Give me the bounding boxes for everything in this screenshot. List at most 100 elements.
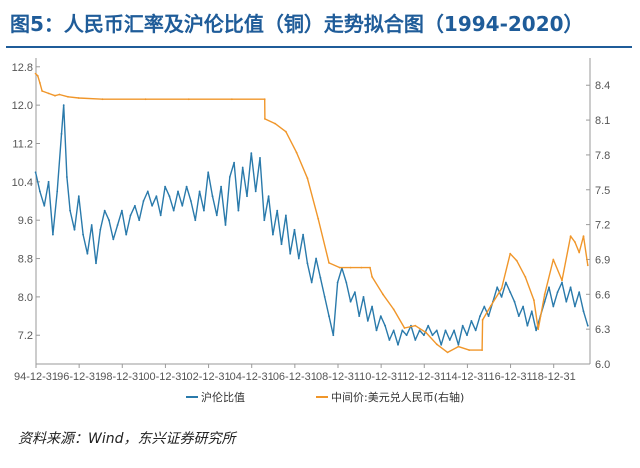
y-right-tick-label: 6.3	[595, 324, 610, 336]
x-tick-label: 04-12-31	[230, 371, 274, 383]
ratio-line-point	[34, 171, 37, 174]
ratio-line-point	[379, 315, 382, 317]
fx-rate-line-point	[578, 251, 581, 254]
fx-rate-line-point	[295, 151, 298, 154]
x-tick-label: 08-12-31	[316, 371, 360, 383]
ratio-line-point	[151, 204, 154, 207]
ratio-line-point	[461, 324, 464, 327]
fx-rate-line-point	[500, 287, 503, 290]
ratio-line-point	[181, 204, 184, 207]
fx-rate-line-point	[306, 177, 309, 180]
x-tick-label: 16-12-31	[489, 371, 533, 383]
ratio-line-point	[548, 286, 550, 289]
ratio-line-point	[250, 152, 253, 154]
fx-rate-line	[35, 73, 589, 354]
fx-rate-line-point	[41, 90, 43, 92]
ratio-line-point	[142, 200, 145, 202]
y-right-tick-label: 7.8	[595, 150, 610, 162]
ratio-line-point	[543, 300, 546, 303]
ratio-line-point	[246, 195, 248, 198]
line-chart: 12.8 12.0 11.2 10.4 9.6 8.8 8.0 7.2 8.4 8.1 7.8 7.5…	[12, 58, 610, 404]
ratio-line-point	[517, 315, 520, 317]
ratio-line-point	[328, 315, 330, 317]
ratio-line-point	[453, 329, 455, 332]
ratio-line-point	[509, 291, 512, 293]
ratio-line-point	[457, 343, 460, 346]
ratio-line-point	[215, 214, 218, 217]
fx-rate-line-point	[515, 259, 518, 262]
ratio-line-point	[267, 195, 270, 198]
ratio-line-point	[466, 334, 468, 337]
fx-rate-line-point	[274, 122, 276, 125]
y-right-tick-label: 8.4	[595, 80, 610, 92]
ratio-line-point	[112, 238, 115, 241]
ratio-line-point	[168, 195, 171, 198]
fx-rate-line-point	[264, 118, 266, 120]
ratio-line-point	[224, 224, 227, 226]
ratio-line-point	[487, 315, 490, 317]
series-fx	[34, 72, 589, 354]
fx-rate-line-point	[328, 262, 330, 264]
fx-rate-line-point	[537, 328, 540, 331]
ratio-line-point	[280, 243, 283, 246]
ratio-line-point	[194, 219, 197, 222]
fx-rate-line-point	[543, 293, 546, 296]
ratio-line-point	[138, 219, 141, 222]
ratio-line-point	[578, 291, 581, 293]
ratio-line-point	[185, 185, 188, 188]
ratio-line-point	[479, 315, 481, 317]
ratio-line-point	[276, 209, 279, 212]
ratio-line-point	[254, 190, 257, 193]
fx-rate-line-point	[317, 217, 320, 220]
ratio-line-point	[134, 204, 136, 207]
ratio-line-point	[47, 180, 50, 183]
fx-rate-line-point	[569, 235, 572, 238]
ratio-line-point	[349, 300, 352, 303]
fx-rate-line-point	[77, 97, 80, 99]
fx-rate-line-point	[425, 331, 427, 334]
ratio-line-point	[121, 209, 123, 212]
ratio-line-point	[427, 324, 430, 327]
ratio-line-point	[565, 300, 568, 303]
y-right-tick-label: 6.9	[595, 254, 610, 266]
ratio-line-point	[297, 257, 300, 260]
y-right-tick-label: 6.0	[595, 359, 610, 371]
ratio-line-point	[362, 296, 365, 298]
ratio-line-point	[62, 104, 65, 106]
fx-rate-line-point	[360, 266, 363, 269]
ratio-line-point	[125, 233, 128, 236]
ratio-line-point	[384, 324, 386, 327]
y-left-tick-label: 10.4	[12, 177, 33, 189]
ratio-line-point	[73, 228, 76, 231]
ratio-line-point	[108, 219, 110, 222]
ratio-line-point	[444, 329, 447, 332]
fx-rate-line-point	[369, 266, 371, 269]
fx-rate-line-point	[457, 345, 460, 348]
ratio-line-point	[77, 195, 80, 198]
ratio-line-point	[90, 224, 93, 226]
fx-rate-line-point	[47, 92, 50, 95]
fx-rate-line-point	[524, 276, 527, 278]
chart-title: 图5：人民币汇率及沪伦比值（铜）走势拟合图（1994-2020）	[10, 12, 584, 36]
fx-rate-line-point	[561, 279, 563, 282]
ratio-line-point	[483, 305, 486, 308]
fx-rate-line-point	[58, 93, 61, 96]
ratio-line-point	[237, 209, 240, 212]
ratio-line-point	[129, 214, 132, 217]
ratio-line-point	[241, 166, 244, 169]
y-right-tick-label: 7.2	[595, 220, 610, 232]
y-right-tick-label: 6.6	[595, 289, 610, 301]
series-ratio	[34, 104, 589, 346]
ratio-line-point	[211, 195, 214, 198]
fx-rate-line-point	[39, 82, 41, 84]
fx-rate-line-point	[263, 98, 266, 101]
y-left-tick-label: 9.6	[18, 215, 33, 227]
ratio-line-point	[116, 224, 119, 226]
y-left-tick-label: 11.2	[12, 138, 33, 150]
fx-rate-line-point	[552, 258, 555, 261]
ratio-line-point	[263, 219, 266, 222]
ratio-line-point	[228, 176, 231, 178]
fx-rate-line-point	[435, 343, 438, 346]
fx-rate-line-point	[509, 252, 512, 255]
ratio-line-point	[198, 190, 201, 193]
